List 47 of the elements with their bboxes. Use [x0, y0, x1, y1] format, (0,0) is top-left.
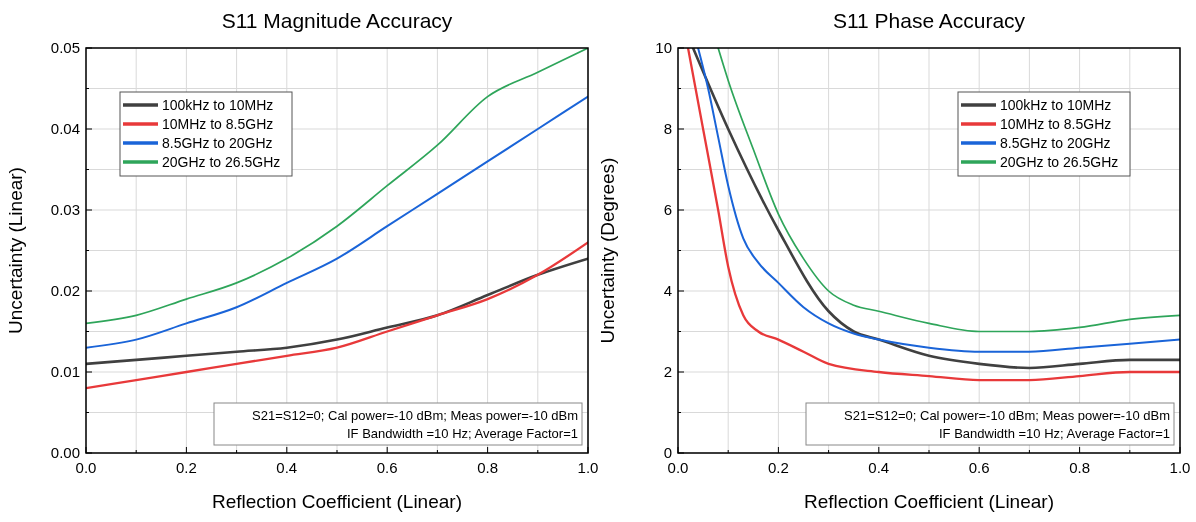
x-tick-label: 0.2 [175, 459, 197, 476]
legend-label: 20GHz to 26.5GHz [162, 154, 281, 170]
x-tick-label: 1.0 [577, 459, 599, 476]
x-tick-label: 0.0 [667, 459, 689, 476]
y-tick-label: 0.03 [50, 201, 80, 218]
x-axis-title: Reflection Coefficient (Linear) [804, 491, 1054, 512]
x-tick-label: 0.6 [376, 459, 398, 476]
y-axis-title: Uncertainty (Degrees) [597, 157, 618, 344]
x-tick-label: 0.0 [75, 459, 97, 476]
legend-label: 10MHz to 8.5GHz [162, 116, 274, 132]
y-tick-label: 4 [663, 282, 672, 299]
x-tick-label: 0.8 [477, 459, 499, 476]
x-tick-label: 0.4 [276, 459, 298, 476]
legend-label: 10MHz to 8.5GHz [1000, 116, 1112, 132]
y-tick-label: 0.02 [50, 282, 80, 299]
y-axis-title: Uncertainty (Linear) [5, 167, 26, 334]
x-tick-label: 0.2 [767, 459, 789, 476]
y-tick-label: 0 [663, 444, 672, 461]
legend-label: 100kHz to 10MHz [1000, 97, 1112, 113]
y-tick-label: 0.00 [50, 444, 80, 461]
line-series [86, 48, 588, 325]
x-tick-label: 0.8 [1069, 459, 1091, 476]
legend-label: 8.5GHz to 20GHz [162, 135, 273, 151]
y-tick-label: 0.04 [50, 120, 80, 137]
y-tick-label: 0.05 [50, 39, 80, 56]
x-tick-label: 0.6 [968, 459, 990, 476]
y-tick-label: 10 [655, 39, 672, 56]
note-box: S21=S12=0; Cal power=-10 dBm; Meas power=-10 dBm IF Bandwidth =10 Hz; Average Factor=1 [213, 402, 583, 446]
y-tick-label: 8 [663, 120, 672, 137]
annotation: IF Bandwidth =10 Hz; Average Factor=1 [346, 426, 578, 441]
annotation: S21=S12=0; Cal power=-10 dBm; Meas power=-10 dBm [844, 408, 1170, 423]
legend-label: 8.5GHz to 20GHz [1000, 135, 1111, 151]
line-series [86, 95, 588, 349]
y-tick-label: 6 [663, 201, 672, 218]
legend-label: 20GHz to 26.5GHz [1000, 154, 1119, 170]
annotation: IF Bandwidth =10 Hz; Average Factor=1 [938, 426, 1170, 441]
x-tick-label: 0.4 [868, 459, 890, 476]
annotation: S21=S12=0; Cal power=-10 dBm; Meas power=-10 dBm [252, 408, 578, 423]
chart-title: S11 Magnitude Accuracy [221, 9, 453, 32]
x-axis-title: Reflection Coefficient (Linear) [212, 491, 462, 512]
line-series [86, 241, 588, 390]
chart-title: S11 Phase Accuracy [832, 9, 1026, 32]
x-tick-label: 1.0 [1169, 459, 1191, 476]
y-tick-label: 0.01 [50, 363, 80, 380]
note-box: S21=S12=0; Cal power=-10 dBm; Meas power=-10 dBm IF Bandwidth =10 Hz; Average Factor=1 [805, 402, 1175, 446]
legend-label: 100kHz to 10MHz [162, 97, 274, 113]
y-tick-label: 2 [663, 363, 672, 380]
